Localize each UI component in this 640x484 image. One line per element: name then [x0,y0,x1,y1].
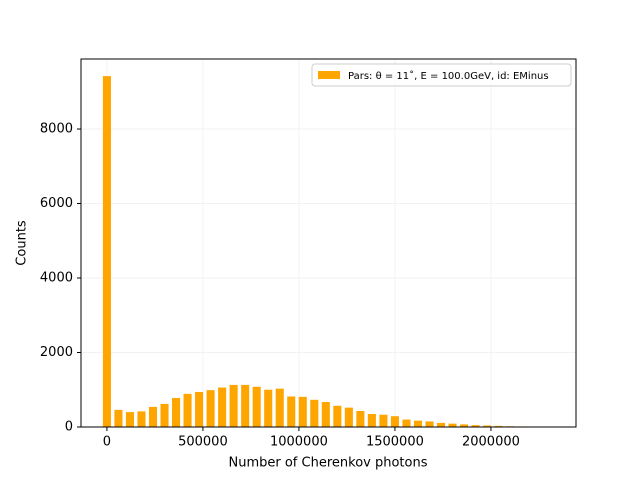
bar [241,385,249,427]
bar [114,410,122,427]
legend-label: Pars: θ = 11˚, E = 100.0GeV, id: EMinus [348,70,549,82]
bar [207,390,215,427]
y-tick-label: 6000 [40,196,73,211]
bar [160,404,168,427]
y-tick-label: 0 [65,420,73,435]
bar [437,423,445,427]
bar [195,392,203,427]
x-tick-label: 1000000 [270,435,328,450]
x-tick-label: 1500000 [366,435,424,450]
bar [184,394,192,427]
legend: Pars: θ = 11˚, E = 100.0GeV, id: EMinus [312,64,571,86]
x-axis-label: Number of Cherenkov photons [229,456,428,471]
x-tick-label: 500000 [178,435,228,450]
bar [103,76,111,427]
bar [126,412,134,427]
y-tick-label: 8000 [40,122,73,137]
y-tick-label: 4000 [40,271,73,286]
x-tick-label: 2000000 [462,435,520,450]
bar [449,424,457,427]
bar [137,411,145,427]
bar [333,406,341,427]
bar [322,402,330,427]
bar [356,411,364,427]
bar [149,407,157,427]
bar [253,387,261,427]
legend-swatch [318,71,340,79]
y-tick-label: 2000 [40,345,73,360]
bar [391,416,399,427]
y-axis-label: Counts [15,220,30,266]
x-tick-label: 0 [103,435,111,450]
bar [287,396,295,427]
bar [414,421,422,427]
bar [276,389,284,427]
bar [310,400,318,427]
bar [425,421,433,427]
bar [218,388,226,427]
bar [379,415,387,427]
bar [264,390,272,427]
bar [345,408,353,427]
bar [402,420,410,427]
bar [172,398,180,427]
bar [230,385,238,427]
bar [299,397,307,427]
bar [368,414,376,427]
